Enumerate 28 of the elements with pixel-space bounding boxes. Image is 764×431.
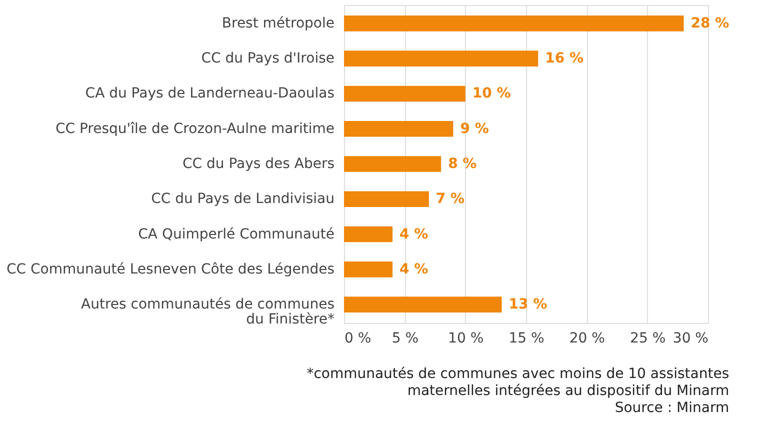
data-label: 9 % bbox=[460, 120, 489, 137]
data-label: 16 % bbox=[545, 50, 584, 67]
x-tick-label: 0 % bbox=[344, 330, 372, 346]
x-tick-label: 10 % bbox=[448, 330, 484, 346]
data-label: 13 % bbox=[508, 296, 548, 313]
data-label: 10 % bbox=[472, 86, 511, 102]
y-tick-label: CC du Pays d'Iroise bbox=[201, 50, 334, 67]
data-label: 4 % bbox=[400, 226, 428, 242]
y-tick-label: CA Quimperlé Communauté bbox=[138, 226, 334, 242]
y-tick-label: CC du Pays des Abers bbox=[182, 156, 334, 172]
y-tick-label: Brest métropole bbox=[222, 15, 334, 32]
data-label: 8 % bbox=[448, 156, 477, 172]
data-label: 7 % bbox=[436, 191, 465, 208]
y-tick-label: Autres communautés de communes du Finistère* bbox=[81, 296, 334, 328]
source-note: Source : Minarm bbox=[614, 400, 730, 416]
x-tick-label: 30 % bbox=[672, 330, 708, 346]
x-tick-label: 15 % bbox=[508, 330, 544, 346]
x-tick-label: 20 % bbox=[569, 330, 605, 346]
x-tick-label: 25 % bbox=[630, 330, 666, 346]
y-tick-label: CA du Pays de Landerneau-Daoulas bbox=[85, 86, 334, 102]
text: *communautés de communes avec moins de 10 assistantes bbox=[306, 366, 730, 382]
text: maternelles intégrées au dispositif du Minarm bbox=[407, 383, 730, 399]
y-tick-label: CC du Pays de Landivisiau bbox=[151, 191, 334, 208]
y-tick-label: CC Communauté Lesneven Côte des Légendes bbox=[6, 261, 334, 278]
x-tick-label: 5 % bbox=[392, 330, 419, 346]
y-tick-label: CC Presqu'île de Crozon-Aulne maritime bbox=[55, 120, 334, 137]
data-label: 4 % bbox=[400, 261, 428, 278]
data-label: 28 % bbox=[690, 15, 730, 32]
